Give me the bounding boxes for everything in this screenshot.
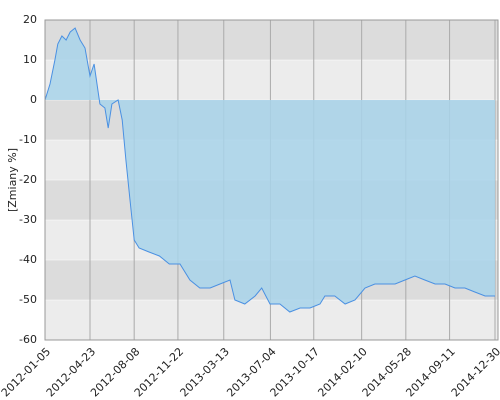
y-tick-label: -10 — [19, 133, 37, 146]
grid-band — [45, 60, 498, 100]
line — [44, 27, 495, 313]
y-tick-label: -30 — [19, 213, 37, 226]
y-tick-label: -40 — [19, 253, 37, 266]
grid-band — [45, 20, 498, 60]
x-tick-label: 2013-03-13 — [178, 345, 232, 399]
y-tick-label: -60 — [19, 333, 37, 346]
y-tick-label: 20 — [23, 13, 37, 26]
area — [45, 28, 495, 312]
y-tick-label: 10 — [23, 53, 37, 66]
y-tick-label: -20 — [19, 173, 37, 186]
y-tick-label: 0 — [30, 93, 37, 106]
y-tick-label: -50 — [19, 293, 37, 306]
y-axis-label: [Zmiany %] — [6, 148, 19, 212]
grid-band — [45, 300, 498, 340]
plot-border — [44, 19, 499, 341]
